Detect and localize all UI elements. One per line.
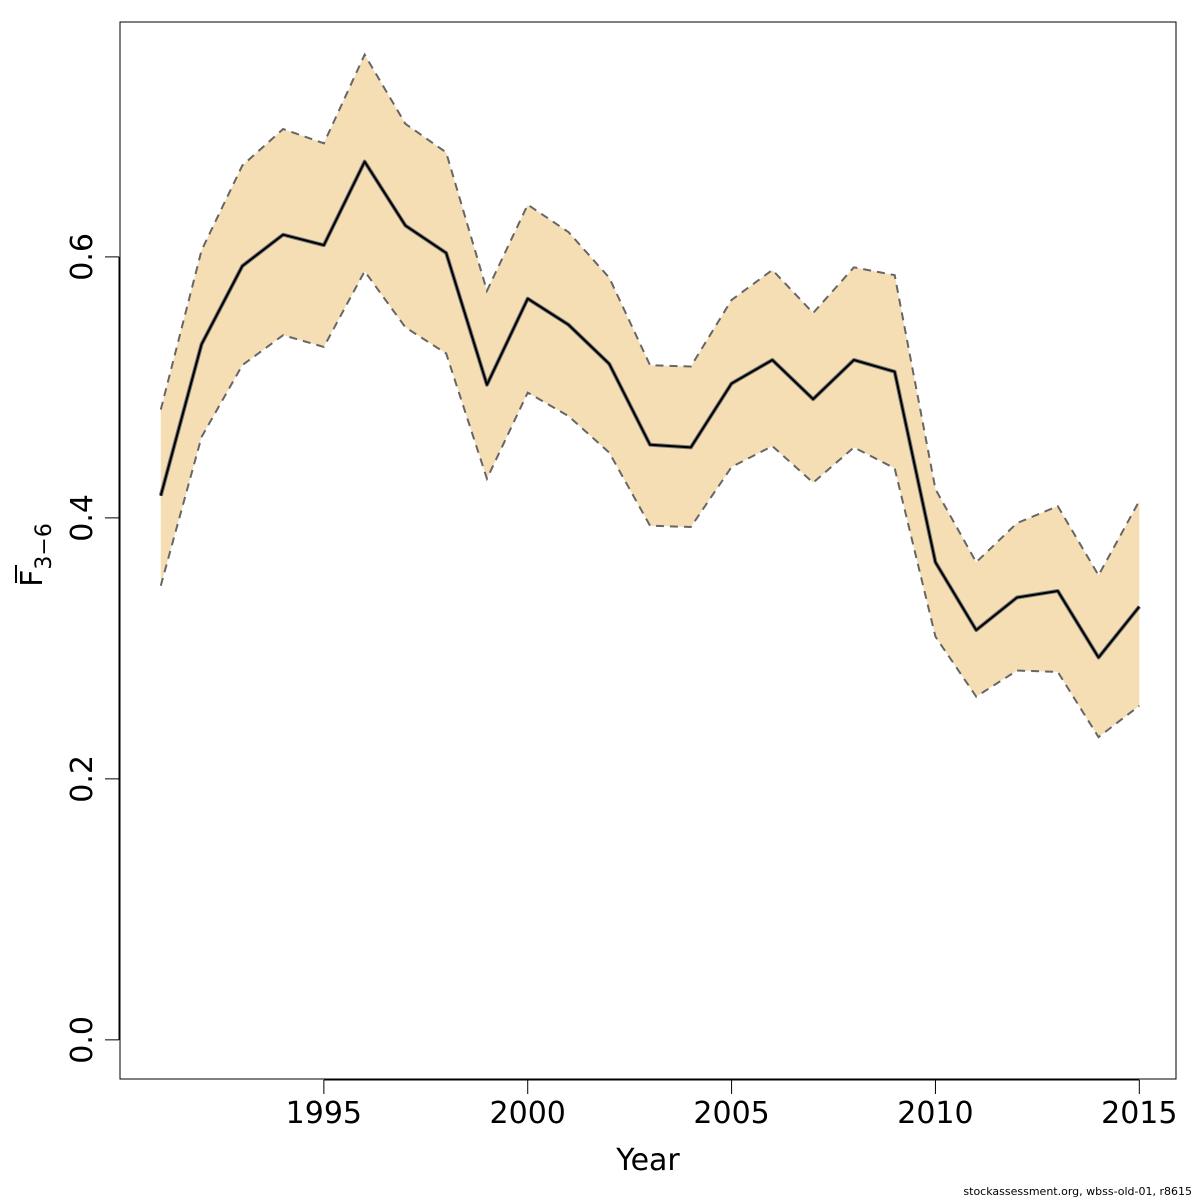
y-tick-label-3: 0.6 — [65, 233, 100, 281]
svg-text:F3−6: F3−6 — [15, 523, 57, 587]
plot-area — [158, 52, 1141, 739]
y-axis: 0.0 0.2 0.4 0.6 — [65, 233, 120, 1064]
y-axis-title: F3−6 — [15, 523, 57, 587]
x-tick-label-1995: 1995 — [286, 1096, 362, 1131]
x-tick-label-2015: 2015 — [1101, 1096, 1177, 1131]
confidence-band — [160, 54, 1140, 738]
x-axis: 1995 2000 2005 2010 2015 — [286, 1079, 1177, 1131]
y-tick-label-2: 0.4 — [65, 494, 100, 542]
x-tick-label-2005: 2005 — [693, 1096, 769, 1131]
plot-frame — [119, 21, 1177, 1080]
x-axis-title: Year — [615, 1143, 680, 1178]
credit-text: stockassessment.org, wbss-old-01, r8615 — [963, 1185, 1192, 1198]
x-tick-label-2000: 2000 — [490, 1096, 566, 1131]
y-tick-label-0: 0.0 — [65, 1016, 100, 1064]
y-axis-title-main: F — [15, 570, 50, 587]
y-tick-label-1: 0.2 — [65, 755, 100, 803]
x-tick-label-2010: 2010 — [897, 1096, 973, 1131]
y-axis-title-subscript: 3−6 — [32, 523, 57, 569]
estimate-line — [159, 160, 1141, 659]
upper-bound-line — [159, 52, 1141, 578]
lower-bound-line — [159, 269, 1140, 739]
